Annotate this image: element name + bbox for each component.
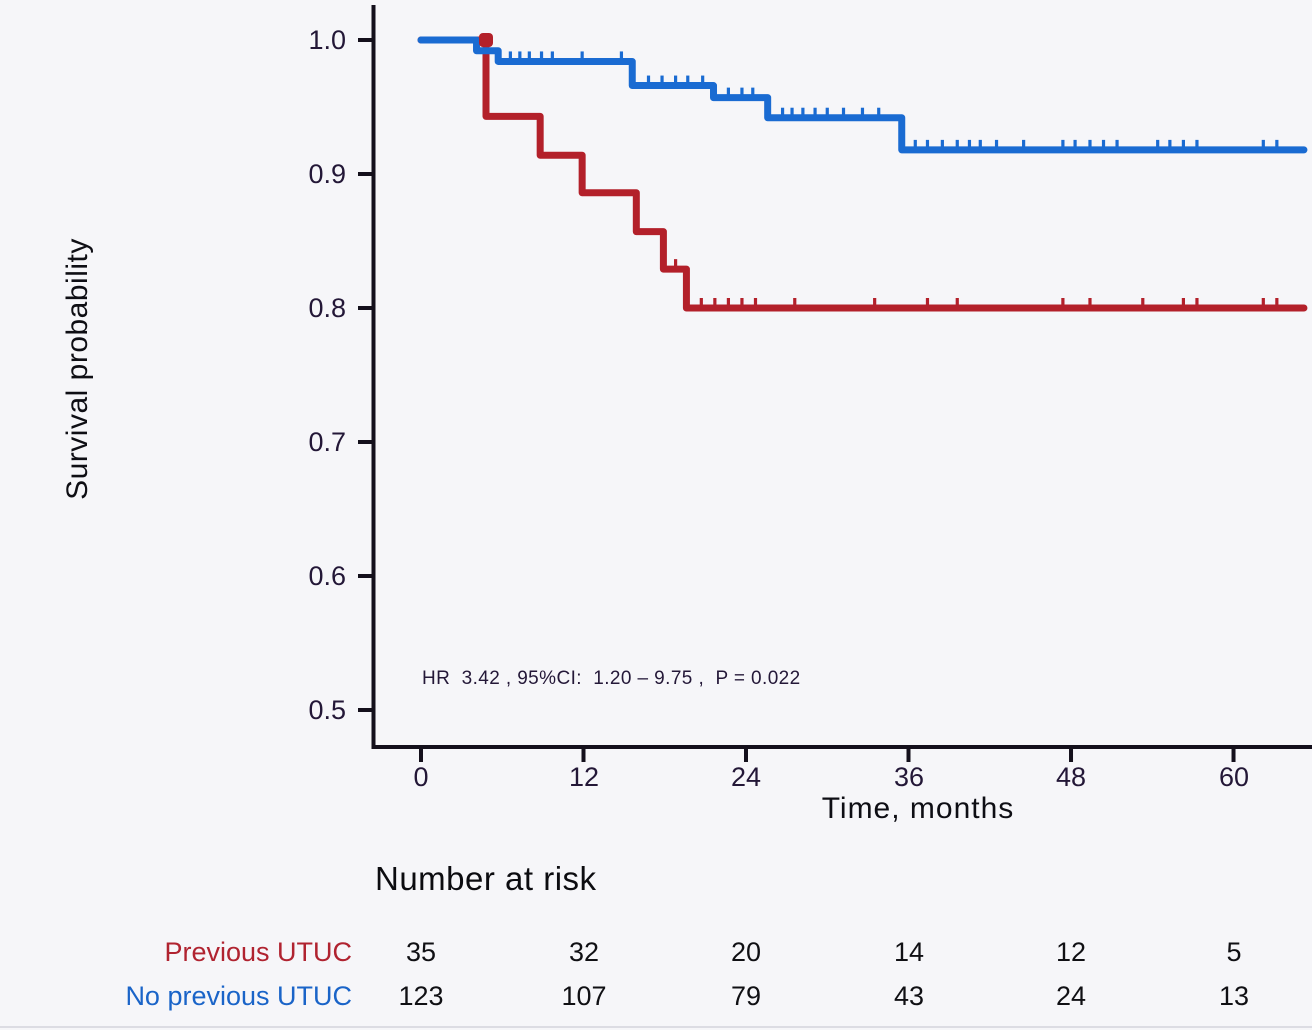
y-tick-label-0.5: 0.5 xyxy=(308,695,346,725)
risk-count: 79 xyxy=(730,981,762,1011)
x-tick-label-48: 48 xyxy=(1055,762,1087,792)
x-tick-label-36: 36 xyxy=(893,762,925,792)
photo-bottom-edge xyxy=(0,1026,1312,1028)
y-tick-label-0.8: 0.8 xyxy=(308,293,346,323)
survival-curve-previous-utuc xyxy=(417,36,1308,312)
risk-table-title: Number at risk xyxy=(375,860,597,897)
risk-count: 14 xyxy=(893,937,925,967)
risk-count: 123 xyxy=(398,981,444,1011)
x-tick-label-12: 12 xyxy=(568,762,600,792)
risk-count: 107 xyxy=(561,981,607,1011)
x-tick-label-0: 0 xyxy=(413,762,429,792)
y-axis-title: Survival probability xyxy=(61,238,94,500)
hr-statistics-annotation: HR 3.42 , 95%CI: 1.20 – 9.75 , P = 0.022 xyxy=(422,668,801,689)
risk-count: 24 xyxy=(1055,981,1087,1011)
y-tick-label-1.0: 1.0 xyxy=(308,25,346,55)
y-tick-label-0.7: 0.7 xyxy=(308,427,346,457)
x-tick-label-60: 60 xyxy=(1218,762,1250,792)
x-axis-title: Time, months xyxy=(821,792,1015,825)
risk-count: 32 xyxy=(568,937,600,967)
risk-count: 13 xyxy=(1218,981,1250,1011)
risk-count: 12 xyxy=(1055,937,1087,967)
risk-count: 43 xyxy=(893,981,925,1011)
risk-count: 20 xyxy=(730,937,762,967)
red-event-marker xyxy=(479,33,494,47)
risk-row-label-previous-utuc: Previous UTUC xyxy=(164,937,352,967)
risk-count: 35 xyxy=(405,937,437,967)
risk-row-label-no-previous-utuc: No previous UTUC xyxy=(125,981,352,1011)
risk-count: 5 xyxy=(1226,937,1242,967)
x-tick-label-24: 24 xyxy=(730,762,762,792)
survival-curve-no-previous-utuc xyxy=(417,36,1308,154)
y-tick-label-0.6: 0.6 xyxy=(308,561,346,591)
y-tick-label-0.9: 0.9 xyxy=(308,159,346,189)
